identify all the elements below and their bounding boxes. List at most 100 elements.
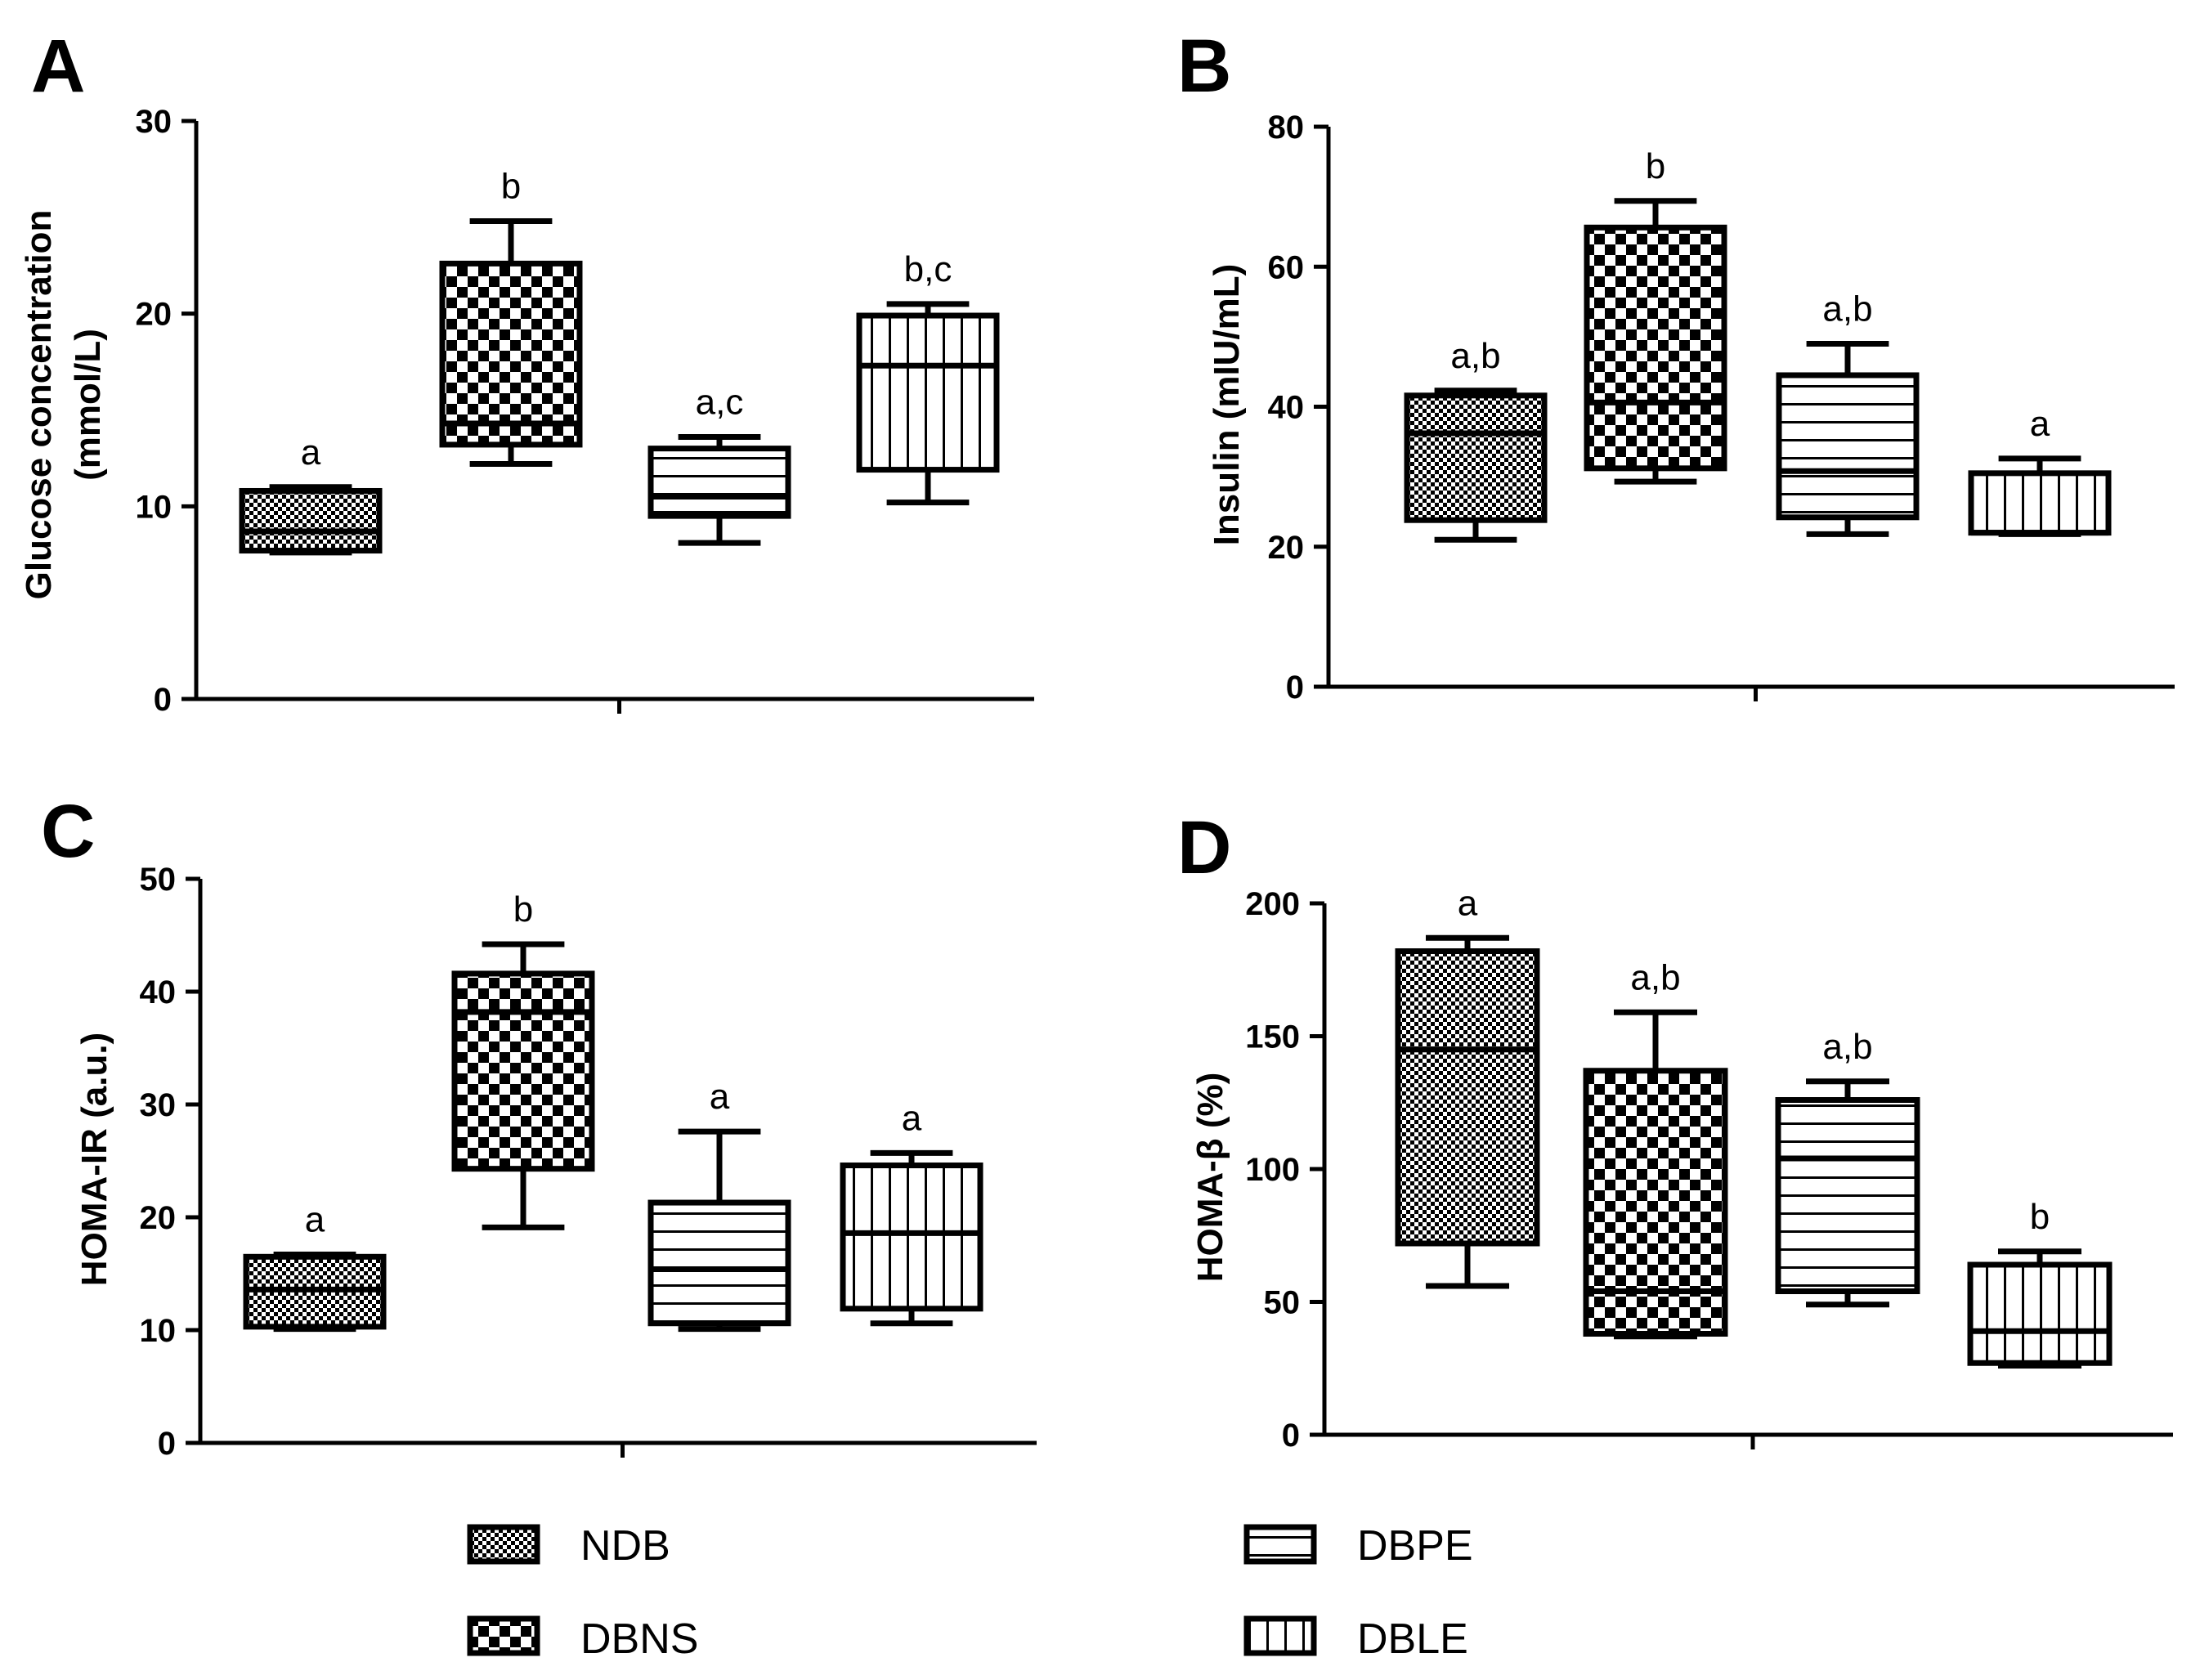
- panel-a-boxes: a b a,c b,c: [239, 167, 1000, 556]
- y-tick-label: 150: [1245, 1019, 1300, 1055]
- significance-label: b: [1646, 146, 1665, 186]
- legend-item-dbpe: DBPE: [1243, 1522, 1473, 1570]
- box-iqr: [647, 446, 791, 519]
- y-tick-label: 10: [136, 489, 173, 525]
- panel-c-ylabel: HOMA-IR (a.u.): [74, 1033, 114, 1286]
- panel-b-boxes: a,b b a,b a: [1404, 146, 2112, 543]
- panel-c: C HOMA-IR (a.u.) 0 10 20 30 40 50 a b a a: [41, 790, 1037, 1462]
- legend: NDB DBNS DBPE DBLE: [467, 1522, 1473, 1663]
- significance-label: b,c: [904, 249, 952, 289]
- box-iqr: [647, 1199, 791, 1327]
- significance-label: a: [710, 1077, 730, 1117]
- significance-label: a,b: [1822, 1027, 1872, 1067]
- box-dble: a: [1968, 404, 2112, 537]
- panel-c-boxes: a b a a: [243, 889, 983, 1333]
- box-iqr: [1967, 1261, 2113, 1366]
- y-tick-label: 0: [1282, 1418, 1300, 1454]
- panel-c-axes: 0 10 20 30 40 50: [140, 862, 1037, 1462]
- legend-swatch-dble: [1243, 1615, 1317, 1656]
- y-tick-label: 60: [1268, 249, 1305, 285]
- panel-a-axes: 0 10 20 30: [136, 104, 1034, 718]
- box-dbpe: a,c: [647, 382, 791, 546]
- panel-a: A Glucose concentration (mmol/L) 0 10 20 30…: [19, 25, 1034, 718]
- box-dble: b,c: [856, 249, 1000, 506]
- panel-d: D HOMA-β (%) 0 50 100 150 200 a a,b a,b b: [1177, 806, 2173, 1454]
- y-tick-label: 100: [1245, 1152, 1300, 1188]
- panel-letter-d: D: [1177, 806, 1231, 889]
- y-tick-label: 50: [1264, 1285, 1301, 1321]
- box-iqr: [1404, 392, 1548, 523]
- box-iqr: [840, 1163, 983, 1312]
- box-iqr: [1395, 948, 1540, 1247]
- box-iqr: [1776, 372, 1920, 521]
- box-iqr: [239, 487, 383, 554]
- panel-a-ylabel: Glucose concentration (mmol/L): [19, 210, 108, 600]
- y-tick-label: 40: [1268, 390, 1305, 426]
- box-dble: b: [1967, 1197, 2113, 1369]
- ylabel-line-1: Glucose concentration: [19, 210, 59, 600]
- box-iqr: [1583, 1068, 1728, 1337]
- panel-b-ylabel: Insulin (mIU/mL): [1207, 264, 1247, 546]
- legend-swatch-dbns: [467, 1615, 540, 1656]
- significance-label: a,b: [1630, 957, 1680, 997]
- y-tick-label: 80: [1268, 110, 1305, 146]
- legend-item-ndb: NDB: [467, 1522, 670, 1570]
- box-iqr: [1775, 1097, 1920, 1294]
- box-iqr: [856, 312, 1000, 473]
- ylabel: Insulin (mIU/mL): [1207, 264, 1247, 546]
- legend-label-ndb: NDB: [580, 1522, 670, 1570]
- ylabel-line-2: (mmol/L): [68, 329, 108, 481]
- significance-label: a,c: [696, 382, 744, 422]
- y-tick-label: 40: [140, 974, 177, 1010]
- box-dbns: b: [439, 167, 583, 467]
- panel-b: B Insulin (mIU/mL) 0 20 40 60 80 a,b b a,b a: [1177, 25, 2175, 706]
- y-tick-label: 30: [140, 1087, 177, 1123]
- y-tick-label: 200: [1245, 886, 1300, 922]
- panel-letter-c: C: [41, 790, 95, 873]
- significance-label: b: [513, 889, 533, 930]
- panel-b-axes: 0 20 40 60 80: [1268, 110, 2175, 706]
- y-tick-label: 0: [158, 1426, 176, 1462]
- box-dbpe: a: [647, 1077, 791, 1333]
- y-tick-label: 0: [1286, 670, 1304, 706]
- legend-label-dbpe: DBPE: [1357, 1522, 1473, 1570]
- significance-label: a: [305, 1200, 325, 1240]
- y-tick-label: 20: [140, 1200, 177, 1236]
- box-iqr: [1968, 470, 2112, 536]
- y-tick-label: 20: [1268, 530, 1305, 566]
- legend-label-dble: DBLE: [1357, 1615, 1468, 1663]
- significance-label: a: [2030, 404, 2050, 444]
- legend-swatch-dbpe: [1243, 1524, 1317, 1565]
- box-iqr: [451, 970, 595, 1172]
- legend-item-dble: DBLE: [1243, 1615, 1468, 1663]
- ylabel: HOMA-β (%): [1190, 1073, 1230, 1283]
- y-tick-label: 20: [136, 297, 173, 333]
- y-tick-label: 50: [140, 862, 177, 898]
- significance-label: a: [902, 1098, 922, 1138]
- box-ndb: a: [239, 432, 383, 556]
- y-tick-label: 10: [140, 1313, 177, 1349]
- significance-label: a: [1458, 883, 1478, 923]
- box-ndb: a,b: [1404, 336, 1548, 543]
- y-tick-label: 30: [136, 104, 173, 140]
- box-iqr: [439, 260, 583, 448]
- box-dbpe: a,b: [1776, 289, 1920, 537]
- legend-label-dbns: DBNS: [580, 1615, 698, 1663]
- significance-label: a,b: [1450, 336, 1500, 376]
- ylabel: HOMA-IR (a.u.): [74, 1033, 114, 1286]
- significance-label: a: [301, 432, 321, 473]
- box-ndb: a: [1395, 883, 1540, 1289]
- legend-item-dbns: DBNS: [467, 1615, 698, 1663]
- box-dble: a: [840, 1098, 983, 1327]
- box-dbns: b: [451, 889, 595, 1230]
- box-dbns: a,b: [1583, 957, 1728, 1340]
- box-ndb: a: [243, 1200, 387, 1333]
- significance-label: a,b: [1822, 289, 1872, 329]
- box-dbpe: a,b: [1775, 1027, 1920, 1308]
- panel-letter-b: B: [1177, 25, 1231, 108]
- significance-label: b: [2030, 1197, 2050, 1237]
- panel-letter-a: A: [31, 25, 85, 108]
- y-tick-label: 0: [154, 682, 172, 718]
- significance-label: b: [501, 167, 521, 207]
- legend-swatch-ndb: [467, 1524, 540, 1565]
